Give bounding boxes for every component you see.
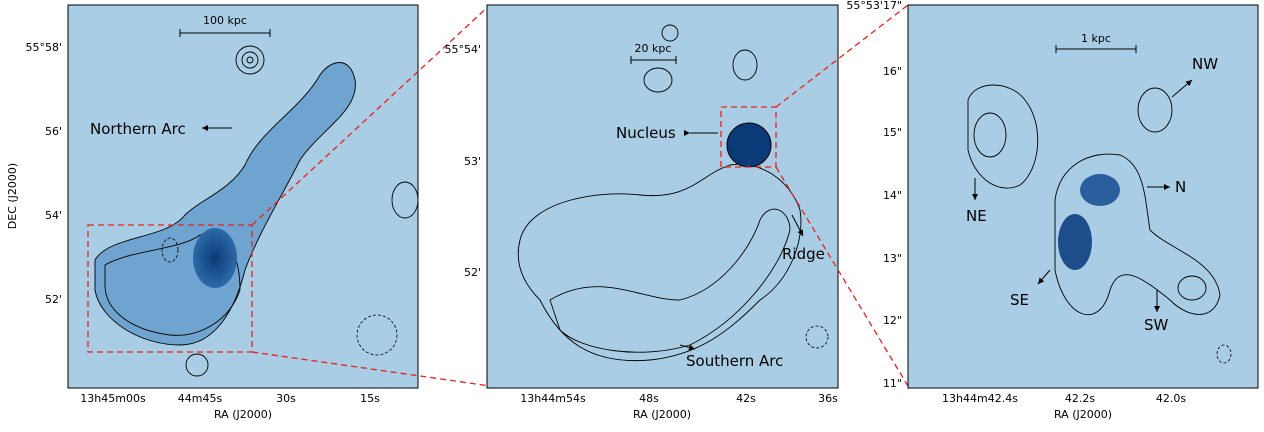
annotation: NE [966, 207, 987, 225]
y-tick-label: 55°53'17" [846, 0, 902, 12]
map-2 [486, 4, 839, 389]
y-tick-label: 52' [464, 266, 481, 279]
scale-bar-label: 1 kpc [1081, 32, 1111, 45]
annotation: Nucleus [616, 124, 676, 142]
x-tick-label: 13h44m42.4s [942, 392, 1018, 405]
x-tick-label: 30s [276, 392, 296, 405]
x-tick-label: 13h45m00s [80, 392, 146, 405]
x-axis-label: RA (J2000) [1054, 408, 1112, 421]
y-tick-label: 15" [883, 126, 902, 139]
x-axis-label: RA (J2000) [633, 408, 691, 421]
y-tick-label: 54' [45, 209, 62, 222]
x-tick-label: 13h44m54s [520, 392, 586, 405]
panel-3: 1 kpc NW N NE SE SW 55°53'17" 16" 15" 14… [846, 0, 1259, 421]
scale-bar-label: 20 kpc [635, 42, 672, 55]
x-tick-label: 42.2s [1065, 392, 1095, 405]
annotation: N [1175, 178, 1186, 196]
x-tick-label: 42.0s [1156, 392, 1186, 405]
annotation: NW [1192, 55, 1218, 73]
y-tick-label: 53' [464, 155, 481, 168]
y-tick-label: 56' [45, 125, 62, 138]
x-tick-label: 44m45s [178, 392, 223, 405]
y-tick-label: 55°54' [444, 43, 481, 56]
x-axis-label: RA (J2000) [214, 408, 272, 421]
annotation: SW [1144, 316, 1169, 334]
x-tick-label: 42s [736, 392, 756, 405]
annotation: Ridge [782, 245, 825, 263]
y-tick-label: 52' [45, 293, 62, 306]
scale-bar-label: 100 kpc [203, 14, 247, 27]
annotation: SE [1010, 291, 1029, 309]
x-tick-label: 15s [360, 392, 380, 405]
annotation: Northern Arc [90, 120, 186, 138]
panel-1: 100 kpc Northern Arc 55°58' 56' 54' 52' … [6, 4, 419, 421]
y-tick-label: 14" [883, 189, 902, 202]
y-tick-label: 55°58' [25, 41, 62, 54]
annotation: Southern Arc [686, 352, 783, 370]
emission [95, 62, 356, 345]
panel-2: 20 kpc Nucleus Ridge Southern Arc 55°54'… [444, 4, 839, 421]
x-tick-label: 36s [818, 392, 838, 405]
y-tick-label: 11" [883, 377, 902, 390]
x-tick-label: 48s [639, 392, 659, 405]
y-axis-label: DEC (J2000) [6, 163, 19, 229]
y-tick-label: 13" [883, 252, 902, 265]
y-tick-label: 16" [883, 65, 902, 78]
y-tick-label: 12" [883, 314, 902, 327]
